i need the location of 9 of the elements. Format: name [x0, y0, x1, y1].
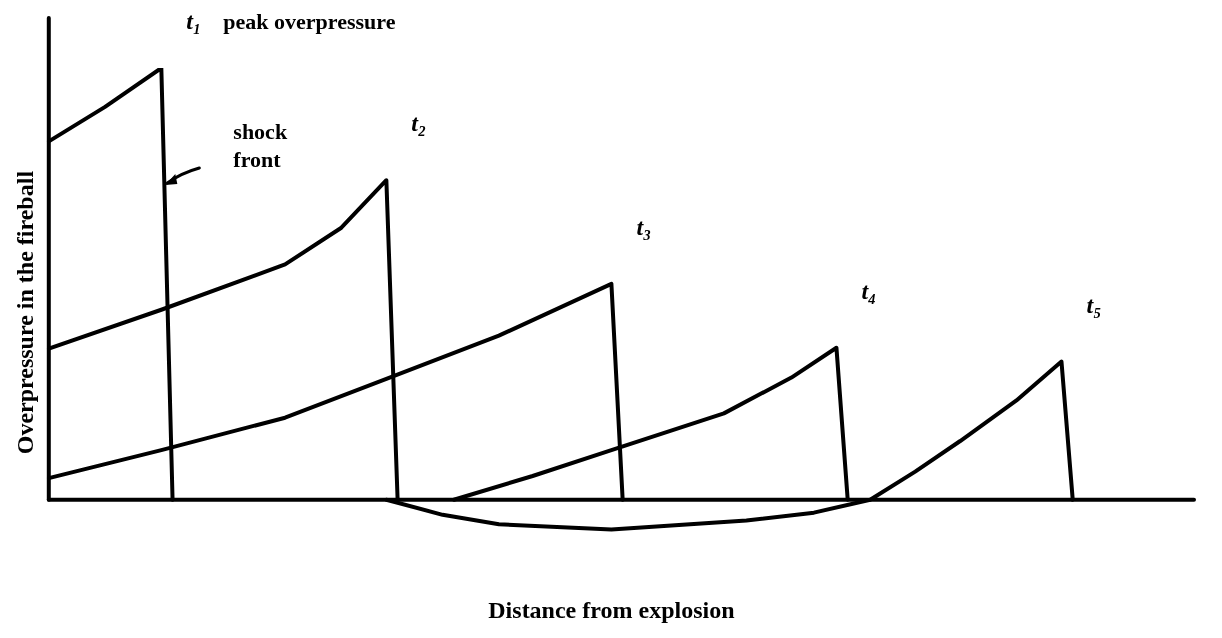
text: t₄ — [861, 277, 877, 304]
text: t₃ — [636, 214, 652, 241]
text: t₅ — [1086, 291, 1102, 318]
text: peak overpressure — [223, 8, 396, 34]
x-axis-title: Distance from explosion — [488, 596, 735, 623]
y-axis-title: Overpressure in the fireball — [11, 170, 38, 455]
series-label: t₁ — [186, 8, 202, 35]
annotation: shock front — [233, 118, 288, 172]
text: t₂ — [411, 110, 427, 137]
